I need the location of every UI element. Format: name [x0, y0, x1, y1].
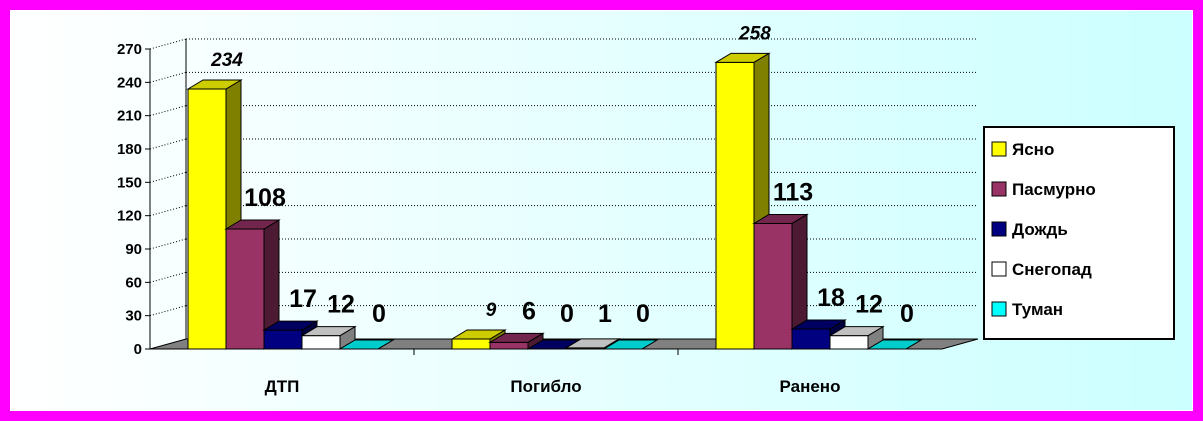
- legend-label: Пасмурно: [1012, 180, 1096, 199]
- gridline-side: [149, 105, 187, 117]
- gridline-side: [149, 71, 187, 83]
- data-label: 12: [327, 291, 355, 319]
- bar: [602, 339, 659, 350]
- legend-label: Туман: [1012, 300, 1063, 319]
- bar-front: [489, 341, 529, 350]
- gridline-side: [149, 271, 187, 283]
- bar-top: [866, 339, 923, 350]
- y-tick-label: 60: [125, 274, 142, 291]
- bar-front: [829, 335, 869, 350]
- bar: [828, 325, 885, 350]
- bar-top: [602, 339, 659, 350]
- data-label: 6: [522, 297, 536, 325]
- data-label: 0: [636, 300, 650, 328]
- y-tick-label: 270: [117, 41, 142, 58]
- data-label: 12: [855, 291, 883, 319]
- legend-swatch: [991, 141, 1007, 157]
- bar-front: [187, 88, 227, 350]
- bar-front: [301, 335, 341, 350]
- legend-label: Снегопад: [1012, 260, 1092, 279]
- legend-swatch: [991, 301, 1007, 317]
- bar-top: [224, 219, 281, 230]
- bar: [752, 213, 809, 350]
- bar: [338, 339, 395, 350]
- bar-front: [451, 338, 491, 350]
- y-tick-label: 0: [134, 341, 142, 358]
- data-label: 0: [900, 300, 914, 328]
- gridline-side: [149, 238, 187, 250]
- bar-top: [564, 338, 621, 349]
- data-label: 234: [210, 50, 243, 71]
- y-tick-label: 240: [117, 74, 142, 91]
- legend-swatch: [991, 221, 1007, 237]
- bar-top: [714, 52, 771, 63]
- data-label: 18: [817, 284, 845, 312]
- gridline-side: [149, 171, 187, 183]
- y-tick-label: 30: [125, 308, 142, 325]
- y-tick-label: 210: [117, 108, 142, 125]
- bar: [866, 339, 923, 350]
- x-category-label: Погибло: [510, 377, 581, 396]
- bar-front: [263, 329, 303, 350]
- y-tick-label: 180: [117, 141, 142, 158]
- bar: [488, 332, 545, 350]
- bar-front: [791, 328, 831, 350]
- bar-front: [715, 61, 755, 350]
- bar-top: [828, 326, 885, 337]
- legend-box: [983, 126, 1175, 340]
- y-tick-label: 150: [117, 174, 142, 191]
- x-category-label: ДТП: [265, 377, 300, 396]
- data-label: 9: [486, 300, 497, 321]
- bar-top: [790, 319, 847, 330]
- data-label: 113: [773, 178, 813, 206]
- gridline-side: [149, 38, 187, 50]
- bar-top: [488, 332, 545, 343]
- y-tick-label: 120: [117, 208, 142, 225]
- gridline-side: [149, 205, 187, 217]
- data-label: 0: [560, 300, 574, 328]
- bar-top: [186, 79, 243, 90]
- data-label: 108: [244, 184, 286, 212]
- legend-label: Ясно: [1012, 140, 1054, 159]
- gridline-side: [149, 305, 187, 317]
- bar: [224, 219, 281, 350]
- legend-swatch: [991, 261, 1007, 277]
- gridline-side: [149, 138, 187, 150]
- bar-top: [450, 329, 507, 340]
- data-label: 17: [289, 285, 317, 313]
- bar-front: [225, 228, 265, 350]
- bar-front: [753, 222, 793, 350]
- bar-top: [262, 320, 319, 331]
- data-label: 0: [372, 300, 386, 328]
- bar-top: [300, 326, 357, 337]
- data-label: 1: [598, 300, 612, 328]
- y-tick-label: 90: [125, 241, 142, 258]
- legend-label: Дождь: [1012, 220, 1068, 239]
- bar-top: [338, 339, 395, 350]
- x-category-label: Ранено: [780, 377, 841, 396]
- legend-swatch: [991, 181, 1007, 197]
- bar-top: [752, 213, 809, 224]
- bar: [300, 325, 357, 350]
- data-label: 258: [738, 23, 771, 44]
